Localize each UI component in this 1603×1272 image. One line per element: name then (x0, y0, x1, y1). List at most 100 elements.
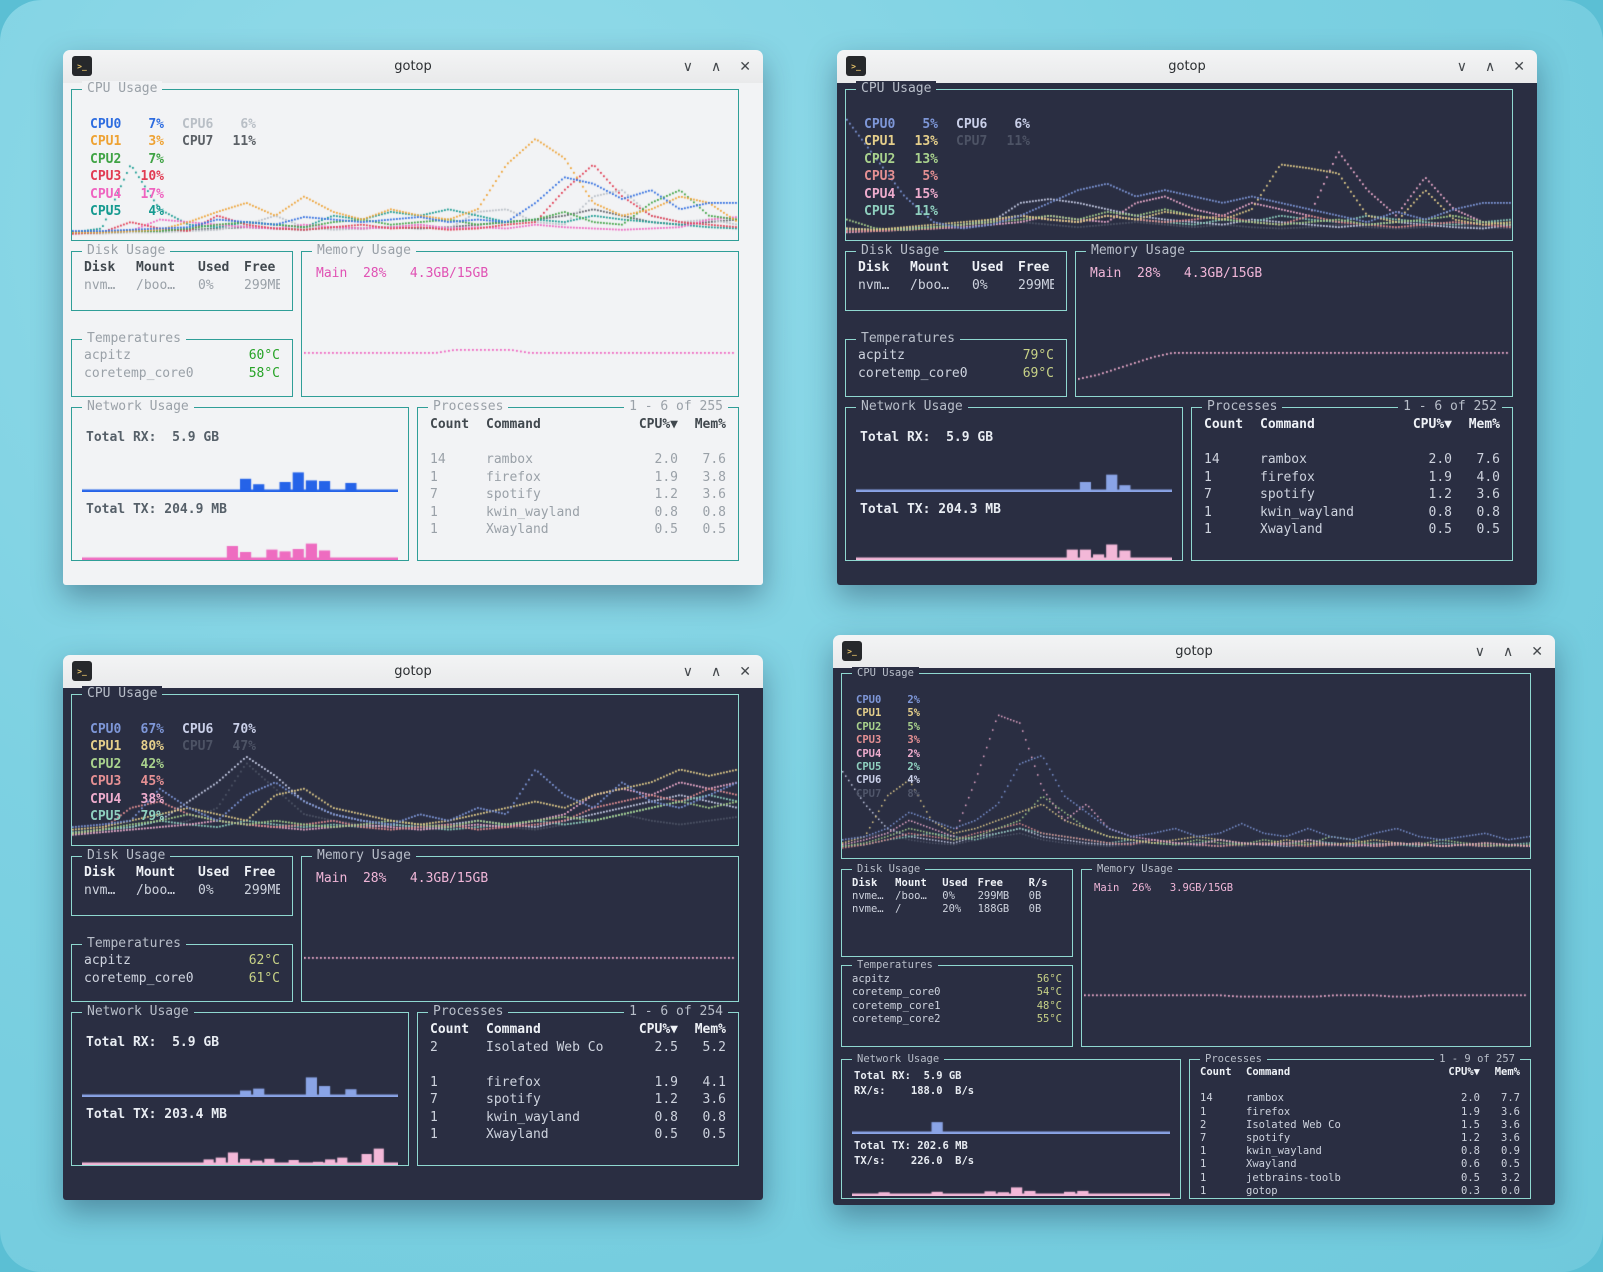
table-cell: nvm… (84, 277, 116, 293)
table-cell: Xwayland (486, 1127, 549, 1142)
disk-usage-panel: Disk Usage Disk Mount Used Free nvm… /boo… 0% 2… (845, 243, 1067, 311)
disk-row: nvme…/boo…0%299MB0B0B (842, 890, 1072, 903)
cpu-percent: 8% (907, 787, 920, 800)
panel-label: Processes (428, 1004, 509, 1019)
cpu-usage-panel: CPU Usage CPU0 67% CPU1 80% CPU2 42% CPU3 45% CP… (71, 686, 739, 846)
minimize-icon[interactable]: ∨ (1474, 643, 1486, 660)
cpu-history-graph (72, 90, 738, 240)
maximize-icon[interactable]: ∧ (711, 58, 722, 75)
network-rx-total: Total RX: 5.9 GB (860, 430, 994, 445)
table-cell: 1.2 (654, 1092, 678, 1107)
close-icon[interactable]: ✕ (739, 58, 751, 75)
process-table[interactable]: Count Command CPU%▼ Mem% 2 Isolated Web Co 2.5… (418, 1013, 738, 1144)
panel-label: Network Usage (82, 1004, 194, 1019)
memory-main-stat: Main 26% 3.9GB/15GB (1094, 882, 1234, 894)
panel-label: Disk Usage (82, 243, 171, 258)
minimize-icon[interactable]: ∨ (682, 58, 694, 75)
titlebar[interactable]: >_ gotop ∨ ∧ ✕ (63, 50, 763, 84)
maximize-icon[interactable]: ∧ (1503, 643, 1514, 660)
table-cell: 14 (1204, 452, 1220, 467)
table-cell: firefox (1246, 1105, 1291, 1118)
table-cell: spotify (1260, 487, 1315, 502)
table-cell: 3.8 (702, 469, 726, 485)
table-cell: Command (1260, 417, 1315, 432)
cpu-percent: 6% (240, 117, 256, 132)
titlebar[interactable]: >_ gotop ∨ ∧ ✕ (833, 635, 1555, 669)
process-table[interactable]: Count Command CPU%▼ Mem% 14 rambox 2.0 7.6 1 fir… (1192, 408, 1512, 539)
memory-history-graph (304, 254, 736, 394)
sensor-value: 60°C (248, 348, 280, 363)
sensor-name: acpitz (858, 348, 905, 363)
disk-row: nvm… /boo… 0% 299MB (72, 882, 292, 900)
disk-row: nvm… /boo… 0% 299MB (72, 277, 292, 295)
cpu-percent: 4% (907, 774, 920, 787)
cpu-percent: 79% (140, 809, 164, 825)
cpu-name: CPU3 (90, 169, 122, 185)
table-cell: firefox (1260, 469, 1315, 485)
terminal-icon: >_ (842, 641, 862, 661)
table-cell: CPU%▼ (638, 417, 678, 432)
table-cell: 0.3 (1461, 1184, 1480, 1197)
cpu-name: CPU4 (90, 186, 122, 202)
cpu-name: CPU0 (864, 117, 896, 132)
titlebar[interactable]: >_ gotop ∨ ∧ ✕ (837, 50, 1537, 84)
temperature-row: coretemp_core0 69°C (846, 365, 1066, 383)
table-cell: 1 (1204, 522, 1212, 537)
process-row: 7 spotify 1.2 3.6 (1192, 486, 1512, 504)
process-table[interactable]: Count Command CPU%▼ Mem% 14 rambox 2.0 7.7 1 fir… (1190, 1060, 1530, 1198)
cpu-percent: 17% (140, 186, 164, 202)
memory-usage-panel: Memory Usage Main 28% 4.3GB/15GB (301, 243, 739, 397)
process-row (1190, 1079, 1530, 1092)
close-icon[interactable]: ✕ (1531, 643, 1543, 660)
table-cell: 0.8 (654, 504, 678, 520)
memory-usage-panel: Memory Usage Main 28% 4.3GB/15GB (1075, 243, 1513, 397)
window-title: gotop (1168, 59, 1206, 74)
table-cell: Mount (910, 260, 950, 275)
cpu-percent: 13% (914, 151, 938, 167)
panel-label: Disk Usage (82, 848, 171, 863)
terminal-icon: >_ (72, 661, 92, 681)
process-row: 14 rambox 2.0 7.6 (1192, 451, 1512, 469)
cpu-percent: 10% (140, 169, 164, 185)
memory-main-stat: Main 28% 4.3GB/15GB (1090, 266, 1263, 281)
minimize-icon[interactable]: ∨ (1456, 58, 1468, 75)
table-cell: 7 (430, 1092, 438, 1107)
process-row: 7 spotify 1.2 3.6 (1190, 1132, 1530, 1145)
table-cell: / (895, 903, 902, 916)
cpu-percent: 5% (907, 707, 920, 720)
process-table[interactable]: Count Command CPU%▼ Mem% 14 rambox 2.0 7.6 1 fir… (418, 408, 738, 539)
memory-history-graph (304, 859, 736, 999)
cpu-percent: 67% (140, 722, 164, 737)
table-header-row: Count Command CPU%▼ Mem% (1192, 416, 1512, 434)
panel-label: Temperatures (856, 331, 960, 346)
close-icon[interactable]: ✕ (739, 663, 751, 680)
cpu-name: CPU7 (182, 739, 214, 755)
table-cell: CPU%▼ (638, 1022, 678, 1037)
maximize-icon[interactable]: ∧ (1485, 58, 1496, 75)
cpu-name: CPU3 (90, 774, 122, 790)
table-cell: 1 (1204, 469, 1212, 485)
titlebar[interactable]: >_ gotop ∨ ∧ ✕ (63, 655, 763, 689)
sensor-name: coretemp_core2 (852, 1013, 941, 1026)
maximize-icon[interactable]: ∧ (711, 663, 722, 680)
table-cell: 7.6 (702, 452, 726, 467)
cpu-name: CPU7 (856, 787, 882, 800)
table-cell: 0% (942, 890, 955, 903)
process-row: 2 Isolated Web Co 1.5 3.6 (1190, 1119, 1530, 1132)
minimize-icon[interactable]: ∨ (682, 663, 694, 680)
cpu-legend-column: CPU6 70% CPU7 47% (182, 721, 256, 756)
panel-label: CPU Usage (82, 686, 163, 701)
table-cell: 4.0 (1476, 469, 1500, 485)
table-cell: 1 (430, 469, 438, 485)
sensor-value: 48°C (1036, 999, 1062, 1012)
table-cell: Xwayland (1260, 522, 1323, 537)
process-row: 1 kwin_wayland 0.8 0.9 (1190, 1145, 1530, 1158)
processes-panel: Processes 1 - 6 of 254 Count Command CPU%▼… (417, 1004, 739, 1166)
close-icon[interactable]: ✕ (1513, 58, 1525, 75)
cpu-history-graph (846, 90, 1512, 240)
table-cell: 1.2 (1428, 487, 1452, 502)
cpu-percent: 5% (922, 117, 938, 132)
table-cell: Used (972, 260, 1004, 275)
cpu-legend-item: CPU5 79% (90, 808, 164, 825)
memory-usage-panel: Memory Usage Main 28% 4.3GB/15GB (301, 848, 739, 1002)
